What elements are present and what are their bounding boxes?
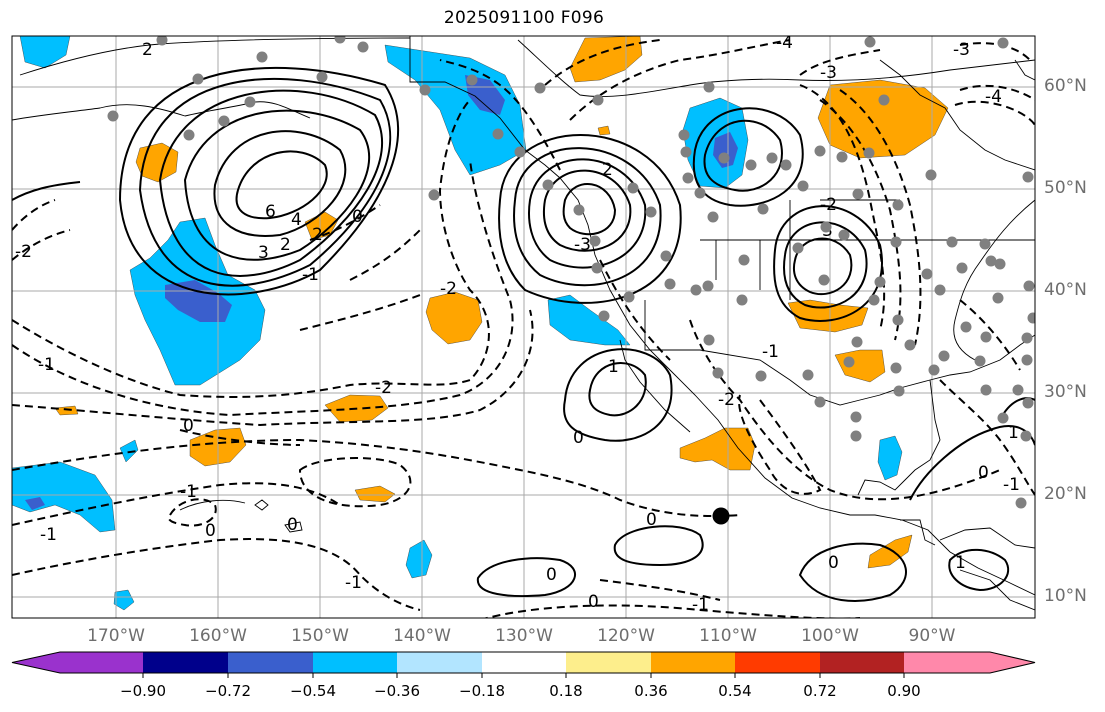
colorbar-tick-label: −0.36 — [374, 682, 420, 700]
colorbar-tick-label: −0.72 — [205, 682, 251, 700]
lon-label: 150°W — [291, 626, 349, 646]
lon-label: 110°W — [699, 626, 757, 646]
contour-label: 0 — [978, 463, 989, 483]
colorbar-tick-label: −0.90 — [120, 682, 166, 700]
map-gridlines — [12, 36, 1035, 618]
contour-label: -1 — [38, 355, 55, 375]
colorbar-segment — [60, 652, 143, 673]
contour-label: 0 — [573, 428, 584, 448]
colorbar-segment — [904, 652, 990, 673]
lat-label: 10°N — [1044, 586, 1087, 606]
colorbar-segment — [313, 652, 397, 673]
contour-label: 1 — [1008, 423, 1019, 443]
contour-label: -4 — [776, 33, 793, 53]
contour-label: 0 — [546, 565, 557, 585]
contour-label: -1 — [1003, 475, 1020, 495]
colorbar-outline — [11, 651, 1036, 674]
colorbar-tick-label: −0.54 — [290, 682, 336, 700]
colorbar-tick-label: 0.18 — [549, 682, 583, 700]
contour-label: 4 — [291, 210, 302, 230]
colorbar-segment — [820, 652, 904, 673]
lon-label: 120°W — [597, 626, 655, 646]
contours-negative — [12, 39, 1035, 618]
colorbar-extend-high — [990, 652, 1035, 673]
contour-label: -1 — [302, 265, 319, 285]
contour-label: 0 — [205, 521, 216, 541]
colorbar-tick-label: −0.18 — [459, 682, 505, 700]
colorbar-extend-low — [12, 652, 60, 673]
contour-label: 0 — [352, 207, 363, 227]
contour-label: 2 — [280, 235, 291, 255]
colorbar-segment — [566, 652, 651, 673]
colorbar-segment — [482, 652, 566, 673]
contour-label: 2 — [142, 40, 153, 60]
contour-label: 6 — [265, 202, 276, 222]
contour-label: 2 — [602, 160, 613, 180]
map-frame — [11, 35, 1036, 619]
lat-label: 20°N — [1044, 484, 1087, 504]
colorbar-segment — [651, 652, 735, 673]
contour-label: 3 — [258, 243, 269, 263]
colorbar-segment — [228, 652, 313, 673]
contour-label: -2 — [820, 195, 837, 215]
highlight-point-marker — [712, 507, 730, 525]
colorbar-tick-label: 0.36 — [634, 682, 668, 700]
contour-label: -1 — [345, 573, 362, 593]
station-markers — [107, 36, 1035, 509]
contour-label: -1 — [40, 525, 57, 545]
contour-label: 1 — [955, 553, 966, 573]
contour-label: 1 — [608, 357, 619, 377]
lat-label: 50°N — [1044, 178, 1087, 198]
contour-label: -2 — [375, 378, 392, 398]
contour-label: -1 — [762, 342, 779, 362]
colorbar-segment — [143, 652, 228, 673]
contour-label: -3 — [820, 63, 837, 83]
colorbar-tick-label: 0.72 — [803, 682, 837, 700]
lat-label: 30°N — [1044, 382, 1087, 402]
colorbar-segment — [735, 652, 820, 673]
contour-label: -2 — [440, 279, 457, 299]
colorbar-tick-label: 0.54 — [718, 682, 752, 700]
contour-label: 0 — [646, 510, 657, 530]
lon-label: 100°W — [801, 626, 859, 646]
contour-label: 2 — [312, 225, 323, 245]
contour-label: -4 — [985, 87, 1002, 107]
contour-label: 0 — [287, 515, 298, 535]
map-title: 2025091100 F096 — [443, 8, 605, 28]
contour-label: 0 — [183, 416, 194, 436]
contour-label: -3 — [953, 40, 970, 60]
contour-label: -2 — [718, 390, 735, 410]
lon-label: 130°W — [495, 626, 553, 646]
lon-label: 170°W — [87, 626, 145, 646]
colorbar-tick-label: 0.90 — [887, 682, 921, 700]
contour-label: -1 — [692, 595, 709, 615]
lat-label: 40°N — [1044, 280, 1087, 300]
contour-label: -2 — [15, 242, 32, 262]
contour-label-group: 2 -4 -3 -4 -3 6 4 3 2 2 0 -1 0 -2 2 -3 -… — [15, 33, 1020, 615]
lon-label: 90°W — [908, 626, 956, 646]
contour-label: -3 — [574, 235, 591, 255]
contours — [12, 67, 1035, 602]
lon-label: 140°W — [393, 626, 451, 646]
colorbar-segment — [397, 652, 482, 673]
lat-label: 60°N — [1044, 76, 1087, 96]
coastlines — [12, 36, 1035, 611]
lon-label: 160°W — [189, 626, 247, 646]
contour-label: 0 — [588, 592, 599, 612]
contour-label: 0 — [828, 553, 839, 573]
contour-label: -1 — [180, 482, 197, 502]
